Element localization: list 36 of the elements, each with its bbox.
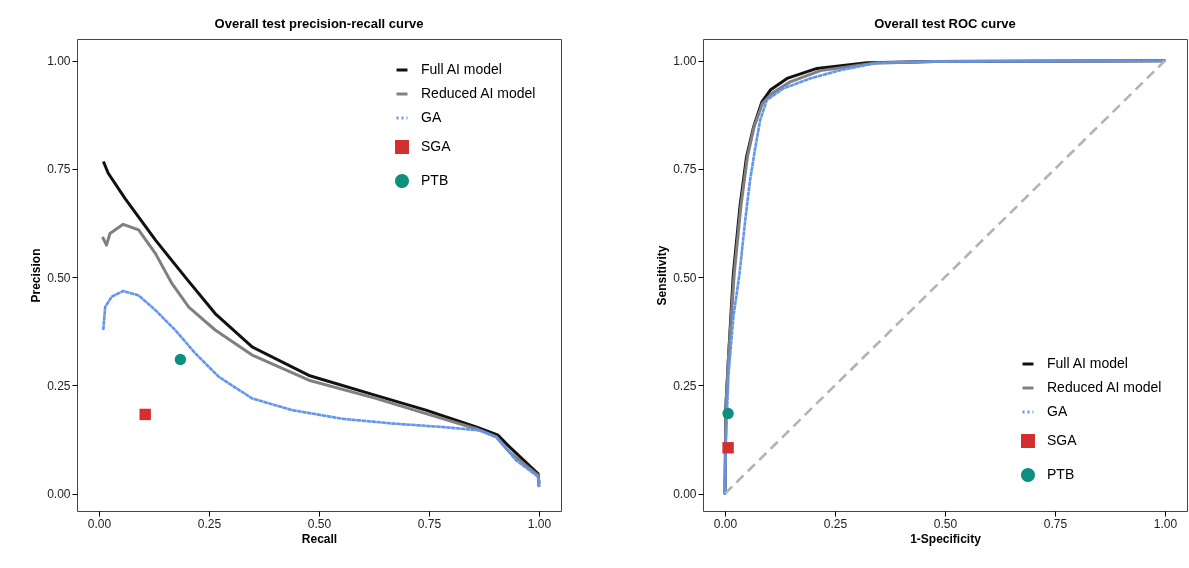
x-tick-label: 0.00 [713,516,738,531]
x-tick-label: 0.00 [87,516,112,531]
y-axis-title: Sensitivity [655,245,670,306]
y-tick-label: 0.75 [673,162,697,177]
y-axis-title: Precision [29,248,44,303]
x-axis-title: Recall [301,531,338,546]
legend-label: SGA [1047,432,1078,448]
x-tick-label: 0.25 [197,516,222,531]
legend-label: Reduced AI model [421,85,536,101]
y-tick-label: 0.50 [673,270,697,285]
y-tick-label: 0.00 [47,487,71,502]
legend-label: SGA [421,138,452,154]
x-tick-label: 1.00 [1153,516,1178,531]
y-tick-label: 0.25 [673,378,697,393]
legend-label: Full AI model [1047,355,1128,371]
x-tick-label: 0.50 [307,516,332,531]
legend-label: Full AI model [421,61,502,77]
chart-title: Overall test precision-recall curve [214,16,424,31]
y-tick-label: 0.00 [673,487,697,502]
legend-label: Reduced AI model [1047,379,1162,395]
legend-label: GA [1047,403,1068,419]
y-tick-label: 0.50 [47,270,71,285]
y-tick-label: 0.25 [47,378,71,393]
y-tick-label: 0.75 [47,162,71,177]
legend-label: PTB [421,172,449,188]
x-tick-label: 0.50 [933,516,958,531]
legend-label: GA [421,109,442,125]
x-tick-label: 0.25 [823,516,848,531]
x-tick-label: 0.75 [1043,516,1068,531]
y-tick-label: 1.00 [673,54,697,69]
chart-title: Overall test ROC curve [874,16,1016,31]
x-axis-title: 1-Specificity [910,531,982,546]
x-tick-label: 1.00 [527,516,552,531]
x-tick-label: 0.75 [417,516,442,531]
y-tick-label: 1.00 [47,54,71,69]
legend-label: PTB [1047,466,1075,482]
